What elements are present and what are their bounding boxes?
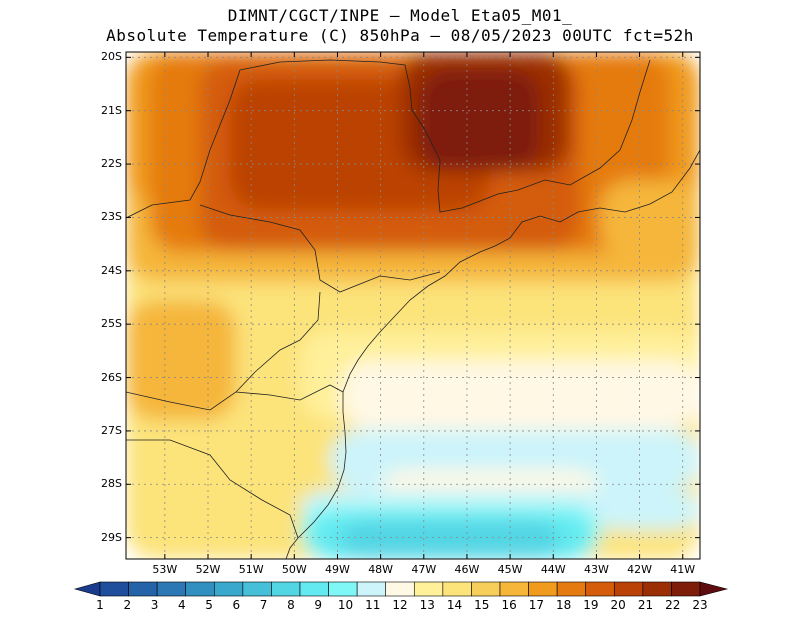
map-frame [125,51,701,560]
colorbar-label: 15 [474,598,490,612]
borders-and-coastline [126,59,700,559]
map-subtitle: Absolute Temperature (C) 850hPa – 08/05/… [106,26,694,45]
border-sc-east [235,384,344,401]
colorbar-min-arrow [73,581,101,597]
temperature-region [340,520,560,559]
state-border-sp-pr [199,204,441,293]
colorbar-swatch [213,581,244,597]
colorbar-swatch [385,581,415,597]
lon-label: 53W [152,563,178,576]
colorbar-label: 10 [337,598,354,612]
colorbar-swatch [299,581,329,597]
graticule [126,52,700,559]
temperature-region [590,490,700,530]
colorbar [73,581,729,597]
colorbar-label: 16 [501,598,517,612]
colorbar-label: 19 [583,598,599,612]
colorbar-swatch [328,581,358,597]
state-border-pr-sc [126,291,321,411]
lon-label: 50W [281,563,307,576]
colorbar-swatch [156,581,187,597]
lat-label: 27S [101,423,122,437]
lon-label: 44W [540,563,566,576]
lat-label: 26S [101,370,122,384]
colorbar-label: 17 [528,598,544,612]
colorbar-swatch [471,581,501,597]
colorbar-swatch [442,581,472,597]
colorbar-label: 1 [96,598,104,612]
lon-label: 42W [627,563,653,576]
lat-label: 29S [101,530,122,544]
lon-label: 52W [195,563,221,576]
colorbar-label: 3 [150,598,159,612]
lon-label: 46W [454,563,480,576]
map-title: DIMNT/CGCT/INPE – Model Eta05_M01_ [227,6,573,25]
state-border-mg-rj [517,59,651,191]
lon-label: 47W [411,563,437,576]
colorbar-label: 4 [177,598,186,612]
colorbar-swatch [99,581,129,597]
colorbar-label: 9 [314,598,322,612]
colorbar-swatch [642,581,672,597]
lat-label: 23S [101,210,122,224]
lat-label: 20S [101,50,122,64]
temperature-region [420,70,540,170]
colorbar-label: 2 [123,598,132,612]
colorbar-swatch [242,581,272,597]
colorbar-label: 12 [392,598,408,612]
lat-label: 21S [101,103,122,117]
colorbar-label: 22 [665,598,681,612]
colorbar-label: 11 [365,598,381,612]
colorbar-swatch [613,581,644,597]
colorbar-label: 23 [692,598,708,612]
temperature-field [126,52,700,559]
colorbar-swatch [271,581,301,597]
colorbar-swatch [413,581,444,597]
colorbar-label: 14 [446,598,463,612]
colorbar-swatch [671,581,701,597]
colorbar-swatch [128,581,158,597]
lat-label: 24S [101,263,122,277]
temperature-region [126,300,236,420]
lon-label: 43W [583,563,609,576]
colorbar-swatch [528,581,558,597]
colorbar-max-arrow [699,581,729,597]
colorbar-label: 18 [555,598,572,612]
colorbar-swatch [585,581,615,597]
lon-label: 49W [325,563,350,576]
lat-label: 28S [101,477,122,491]
state-border-sp-mg [239,59,519,213]
lon-label: 51W [238,563,264,576]
coastline [285,149,700,559]
temperature-region [600,180,700,260]
lon-label: 48W [368,563,394,576]
state-border-sc-rs [126,439,299,539]
colorbar-label: 13 [419,598,435,612]
colorbar-label: 8 [287,598,295,612]
lon-label: 45W [497,563,523,576]
colorbar-swatch [499,581,529,597]
temperature-region [340,360,700,430]
lat-label: 25S [101,317,122,331]
colorbar-label: 5 [205,598,213,612]
colorbar-label: 7 [259,598,268,612]
colorbar-swatch [356,581,387,597]
colorbar-swatch [185,581,215,597]
colorbar-swatch [556,581,587,597]
colorbar-label: 6 [232,598,241,612]
lat-label: 22S [101,157,122,171]
colorbar-label: 21 [637,598,654,612]
state-border-ms-sp [126,69,241,219]
lon-label: 41W [670,563,696,576]
colorbar-label: 20 [610,598,626,612]
